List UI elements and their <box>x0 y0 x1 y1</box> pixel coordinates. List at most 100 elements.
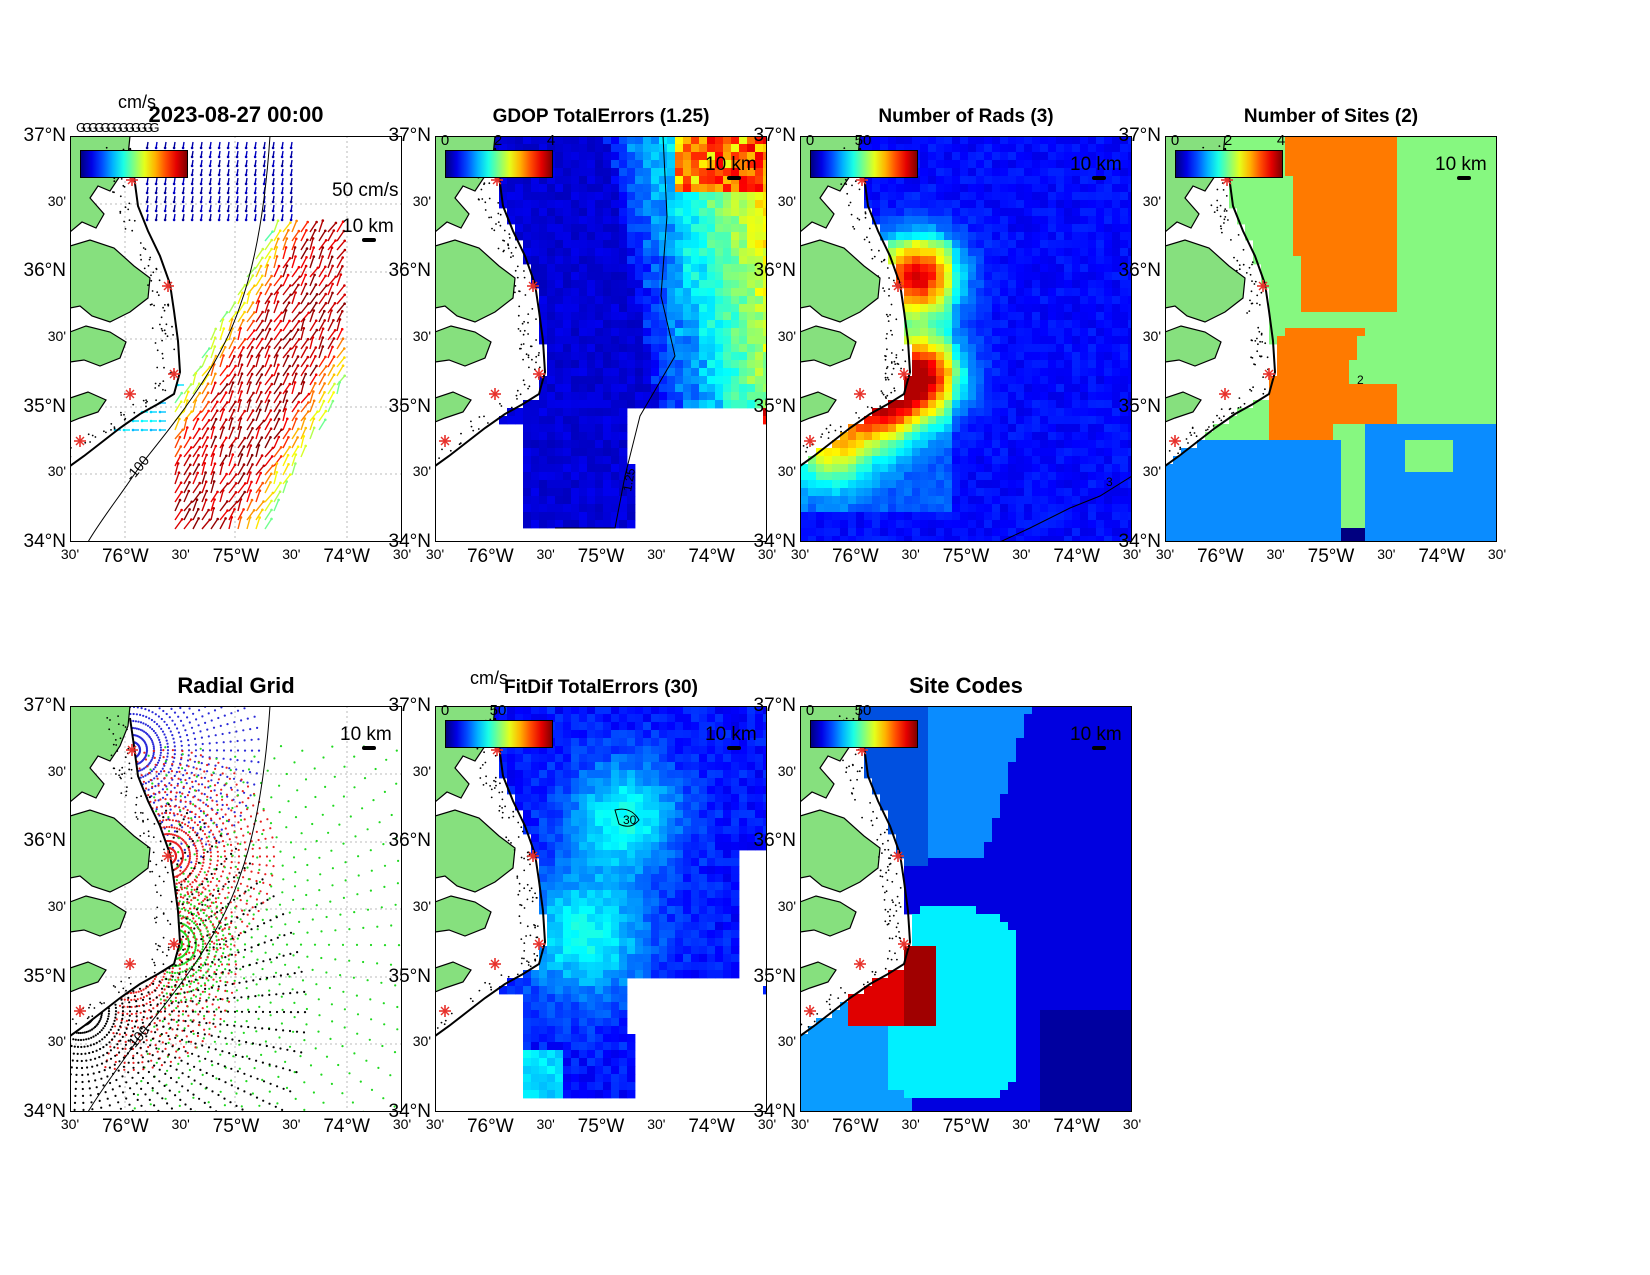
coast-detail <box>531 896 534 899</box>
coast-detail <box>880 260 883 263</box>
site-marker <box>162 850 174 862</box>
coast-detail <box>1230 239 1232 241</box>
site-marker <box>892 280 904 292</box>
coast-detail <box>515 246 517 249</box>
coast-detail <box>147 830 150 833</box>
coast-detail <box>886 366 889 368</box>
coast-detail <box>1190 434 1193 436</box>
coast-detail <box>489 718 492 721</box>
land-layer <box>70 136 182 467</box>
coast-detail <box>523 942 526 944</box>
coast-detail <box>881 852 883 854</box>
coast-detail <box>874 971 877 974</box>
coast-detail <box>849 201 852 204</box>
coast-detail <box>160 327 163 330</box>
coast-detail <box>155 943 157 945</box>
coast-detail <box>853 228 856 230</box>
coast-detail <box>899 887 902 889</box>
y-tick-label: 30' <box>777 898 796 914</box>
coast-detail <box>163 366 165 369</box>
colorbar-tick: 2 <box>1223 132 1233 149</box>
site-marker <box>533 938 545 950</box>
y-tick-label: 34°N <box>388 531 431 552</box>
coast-detail <box>147 284 149 286</box>
coast-detail <box>484 201 487 204</box>
colorbar-tick: 50 <box>489 702 507 719</box>
coast-detail <box>440 1021 443 1024</box>
coast-detail <box>521 830 524 833</box>
coast-detail <box>534 924 536 927</box>
coast-detail <box>154 382 157 385</box>
coast-detail <box>884 920 887 923</box>
coast-detail <box>854 753 857 756</box>
current-vectors <box>113 141 347 530</box>
x-tick-label: 30' <box>901 1116 920 1132</box>
coast-detail <box>125 989 127 992</box>
coast-detail <box>470 420 472 423</box>
coast-detail <box>898 902 901 904</box>
coast-detail <box>848 765 850 768</box>
y-tick-label: 30' <box>47 328 66 344</box>
coast-detail <box>528 889 531 892</box>
coast-detail <box>1220 227 1223 230</box>
coast-detail <box>512 255 514 257</box>
coast-detail <box>1229 407 1232 410</box>
coast-detail <box>70 447 72 449</box>
coast-detail <box>878 249 880 252</box>
coast-detail <box>142 399 145 402</box>
coast-detail <box>150 279 153 282</box>
coast-detail <box>500 974 503 976</box>
coast-detail <box>117 723 120 725</box>
x-tick-label: 76°W <box>466 1116 514 1137</box>
coast-detail <box>890 391 893 394</box>
coast-detail <box>527 333 529 335</box>
coast-detail <box>800 1023 803 1026</box>
coast-detail <box>507 975 510 978</box>
coast-detail <box>494 776 497 779</box>
coast-detail <box>535 339 537 341</box>
coast-detail <box>1219 225 1222 228</box>
coast-detail <box>1254 340 1257 342</box>
coast-detail <box>805 450 807 453</box>
y-tick-label: 37°N <box>1118 125 1161 146</box>
y-tick-label: 37°N <box>23 695 66 716</box>
coast-detail <box>94 436 97 438</box>
coast-detail <box>154 884 157 887</box>
x-tick-label: 75°W <box>212 1116 260 1137</box>
coast-detail <box>522 379 525 382</box>
coast-detail <box>1223 415 1225 418</box>
coast-detail <box>1266 356 1269 359</box>
coast-detail <box>75 1022 78 1025</box>
coast-detail <box>887 869 890 871</box>
coast-detail <box>899 937 902 940</box>
coast-detail <box>881 875 884 878</box>
coast-detail <box>110 429 112 431</box>
coast-detail <box>866 236 868 239</box>
coast-detail <box>497 247 500 250</box>
coast-detail <box>498 791 501 794</box>
coast-detail <box>1195 435 1198 438</box>
coastline <box>70 147 182 467</box>
coast-detail <box>883 831 886 834</box>
coast-detail <box>1168 450 1171 452</box>
coast-detail <box>499 224 502 227</box>
coast-detail <box>490 986 492 989</box>
coast-detail <box>476 747 479 750</box>
coast-detail <box>520 856 523 859</box>
coast-detail <box>155 268 158 271</box>
coast-detail <box>1251 339 1253 342</box>
land-mass <box>800 136 881 423</box>
coast-detail <box>479 777 482 779</box>
coast-detail <box>888 950 891 952</box>
coast-detail <box>535 361 537 364</box>
x-tick-label: 30' <box>1012 546 1031 562</box>
coast-detail <box>525 353 528 356</box>
gdop-contour: 1.25 <box>555 136 676 529</box>
coast-detail <box>124 206 127 209</box>
coast-detail <box>527 961 530 964</box>
coast-detail <box>151 303 153 306</box>
coast-detail <box>498 809 501 812</box>
coast-detail <box>879 875 882 877</box>
coast-detail <box>896 958 898 961</box>
coast-detail <box>155 399 157 402</box>
